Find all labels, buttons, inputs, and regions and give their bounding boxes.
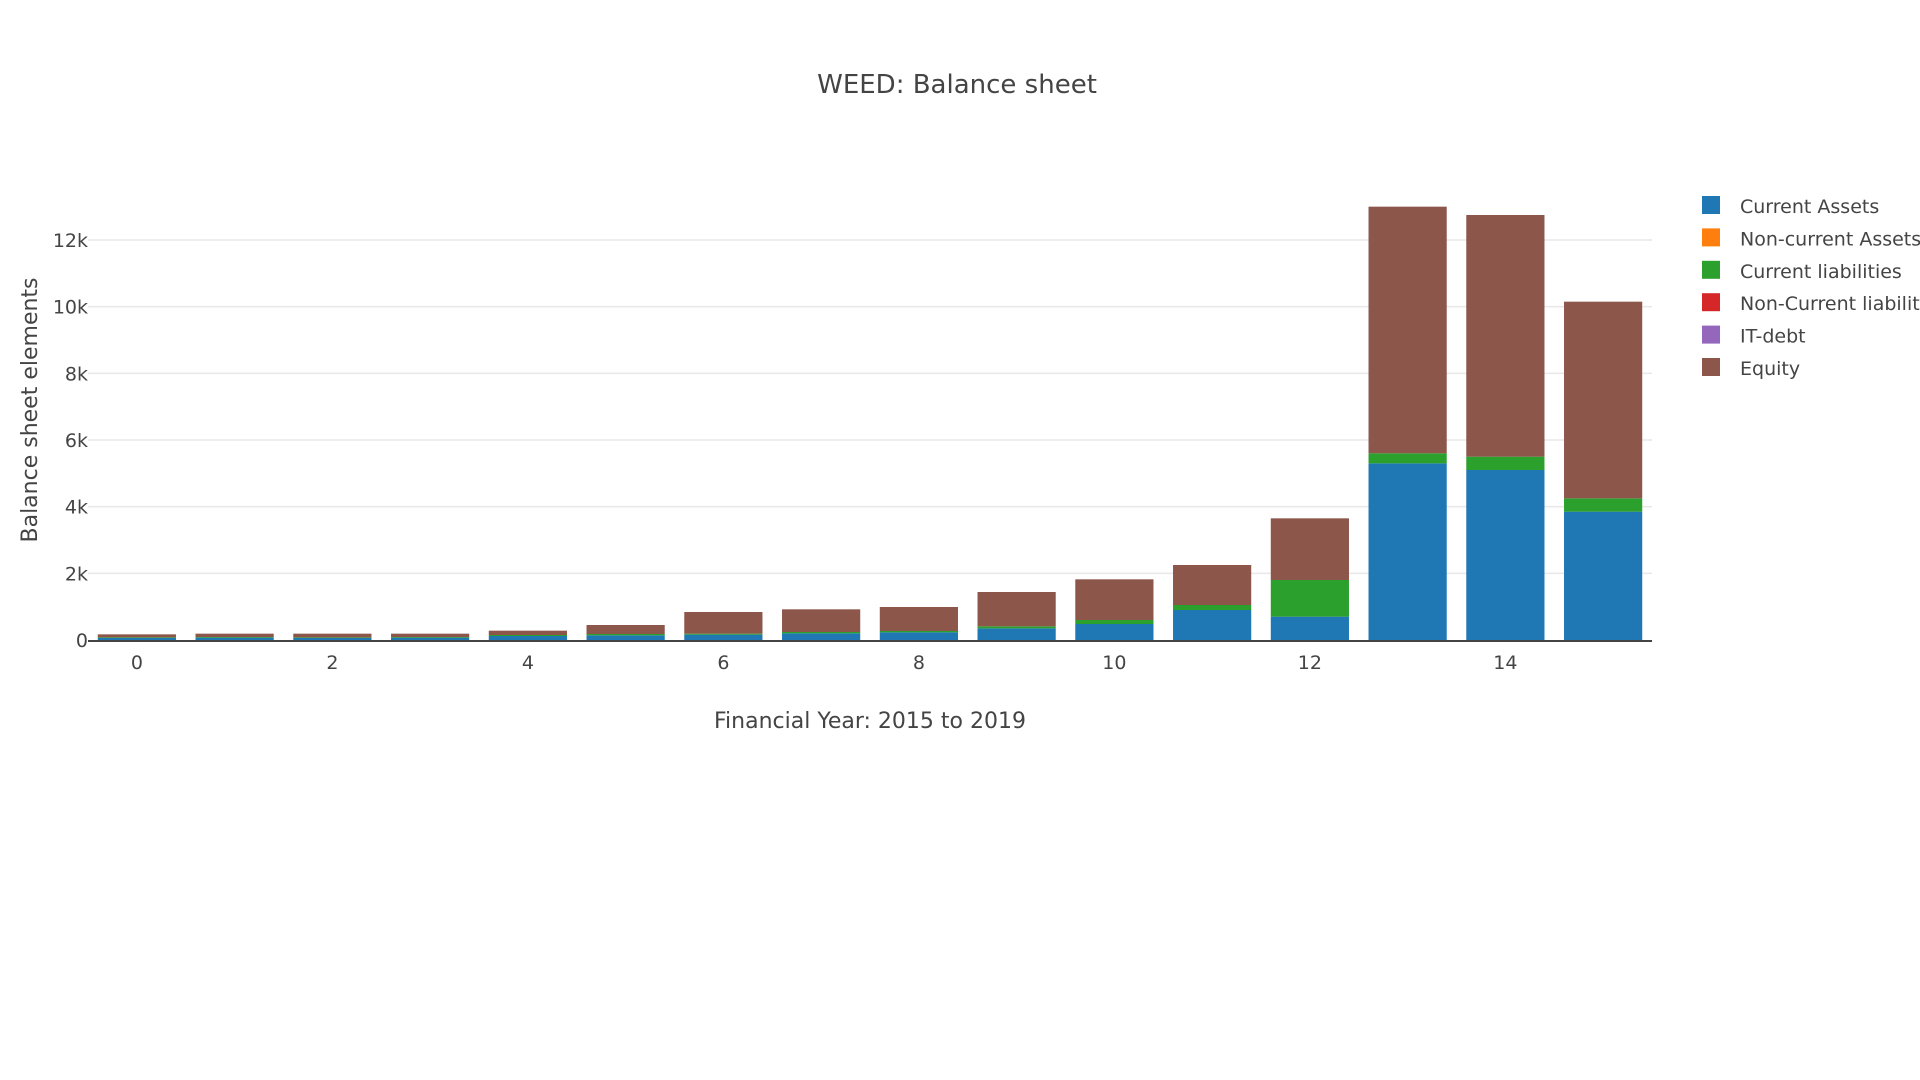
bar-segment (1270, 616, 1349, 640)
bar-segment (1564, 498, 1643, 512)
y-tick-label: 2k (65, 563, 88, 585)
bar-segment (1075, 624, 1154, 640)
legend-swatch[interactable] (1702, 260, 1720, 279)
x-tick-label: 10 (1102, 652, 1126, 674)
bar-segment (1173, 565, 1252, 605)
legend-label[interactable]: IT-debt (1740, 326, 1806, 348)
x-tick-label: 14 (1493, 652, 1517, 674)
legend-swatch[interactable] (1702, 325, 1720, 344)
bar-segment (1075, 620, 1154, 624)
x-tick-label: 12 (1298, 652, 1322, 674)
bar-segment (977, 592, 1056, 627)
bar-segment (488, 636, 567, 640)
bar-segment (1466, 456, 1545, 470)
y-tick-label: 12k (53, 230, 88, 252)
bar-segment (97, 638, 176, 640)
bar-segment (293, 638, 372, 640)
legend-label[interactable]: Current liabilities (1740, 261, 1902, 283)
legend-label[interactable]: Non-current Assets (1740, 228, 1920, 250)
bar-segment (488, 635, 567, 636)
bar-segment (879, 631, 958, 633)
legend-label[interactable]: Non-Current liabilities (1740, 293, 1920, 315)
bar-segment (1173, 610, 1252, 640)
legend-label[interactable]: Equity (1740, 358, 1800, 380)
bar-segment (195, 633, 274, 637)
bar-segment (391, 637, 470, 640)
x-tick-label: 0 (131, 652, 143, 674)
x-tick-label: 6 (717, 652, 729, 674)
bar-segment (1368, 453, 1447, 464)
bar-segment (1466, 215, 1545, 457)
y-tick-label: 10k (53, 297, 88, 319)
bar-segment (1270, 580, 1349, 617)
bar-segment (879, 607, 958, 631)
bar-segment (782, 633, 861, 640)
y-axis-label: Balance sheet elements (18, 277, 43, 542)
bar-segment (684, 633, 763, 635)
bar-segment (782, 609, 861, 632)
bar-segment (1173, 605, 1252, 610)
bar-segment (977, 626, 1056, 629)
x-axis-label: Financial Year: 2015 to 2019 (714, 709, 1026, 734)
bar-segment (1368, 463, 1447, 640)
bar-segment (586, 625, 665, 634)
bar-segment (97, 634, 176, 638)
bar-segment (977, 628, 1056, 640)
legend-swatch[interactable] (1702, 358, 1720, 376)
bar-segment (97, 637, 176, 638)
bar-segment (684, 634, 763, 640)
legend: Current Assets Non-current Assets Current … (1702, 196, 1920, 380)
bar-segment (684, 612, 763, 634)
bar-segment (782, 632, 861, 634)
legend-label[interactable]: Current Assets (1740, 196, 1879, 218)
bar-segment (586, 635, 665, 640)
bar-segment (586, 634, 665, 636)
bar-segment (1564, 301, 1643, 499)
bars (97, 206, 1643, 640)
bar-segment (195, 637, 274, 638)
y-tick-label: 8k (65, 363, 88, 385)
bar-segment (391, 633, 470, 637)
bar-segment (293, 633, 372, 638)
y-tick-label: 6k (65, 430, 88, 452)
bar-segment (391, 637, 470, 638)
legend-swatch[interactable] (1702, 228, 1720, 247)
chart-title: WEED: Balance sheet (817, 70, 1097, 100)
bar-segment (879, 632, 958, 640)
x-tick-label: 4 (522, 652, 534, 674)
bar-segment (1270, 518, 1349, 580)
bar-segment (1466, 470, 1545, 640)
legend-swatch[interactable] (1702, 293, 1720, 312)
bar-segment (293, 637, 372, 638)
bar-segment (195, 637, 274, 640)
x-tick-label: 8 (913, 652, 925, 674)
bar-segment (1075, 579, 1154, 620)
bar-segment (1368, 206, 1447, 454)
y-tick-label: 4k (65, 497, 88, 519)
x-axis-ticks: 0 2 4 6 8 10 12 14 (131, 652, 1518, 674)
x-tick-label: 2 (326, 652, 338, 674)
bar-segment (1564, 511, 1643, 640)
legend-swatch[interactable] (1702, 196, 1720, 214)
y-axis-ticks: 0 2k 4k 6k 8k 10k 12k (53, 230, 88, 652)
y-tick-label: 0 (76, 630, 88, 652)
bar-segment (488, 630, 567, 635)
